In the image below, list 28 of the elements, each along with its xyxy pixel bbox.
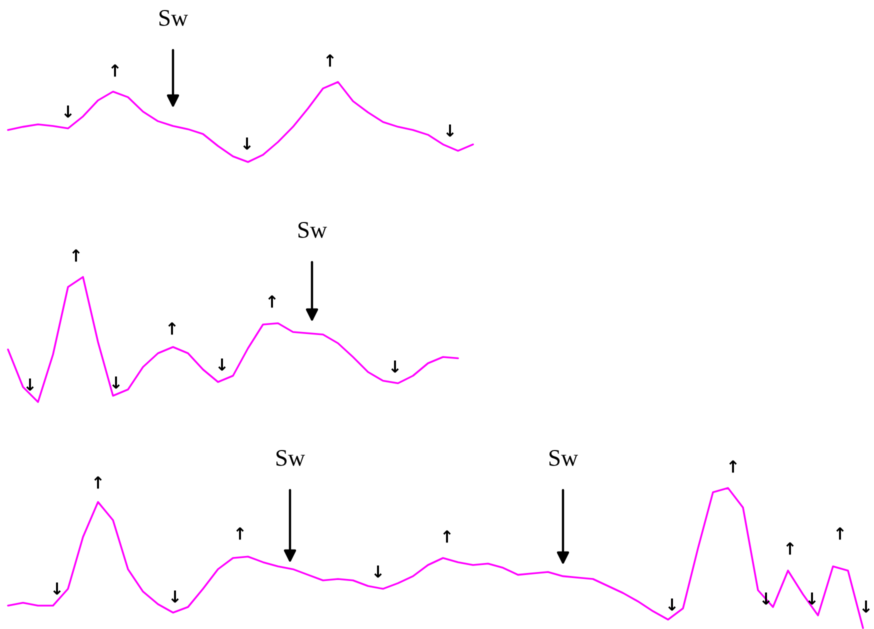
text: ↑ [72,249,80,262]
annotation: ↓ [808,592,816,605]
annotation: ↑ [168,322,176,335]
annotation: ↑ [236,527,244,540]
text: ↑ [111,64,119,77]
annotation: ↓ [391,360,399,373]
annotation: ↑ [786,542,794,555]
text: Sw [549,450,578,466]
annotation: ↓ [53,582,61,595]
annotation: ↓ [112,376,120,389]
annotation: ↓ [446,124,454,137]
annotation: ↓ [243,137,251,150]
annotation: ↓ [26,378,34,391]
annotation: ↑ [836,527,844,540]
annotation: ↑ [268,295,276,308]
text: Sw [298,222,327,238]
annotation: ↑ [94,476,102,489]
text: ↑ [326,54,334,67]
text: Sw [159,10,188,26]
text: ↑ [729,460,737,473]
annotation: ↑ [443,530,451,543]
annotation: ↓ [374,565,382,578]
annotation: ↓ [64,105,72,118]
text: Sw [276,450,305,466]
annotation: ↓ [218,358,226,371]
annotation: ↓ [171,590,179,603]
annotation: ↓ [862,600,870,613]
annotation: ↓ [668,598,676,611]
